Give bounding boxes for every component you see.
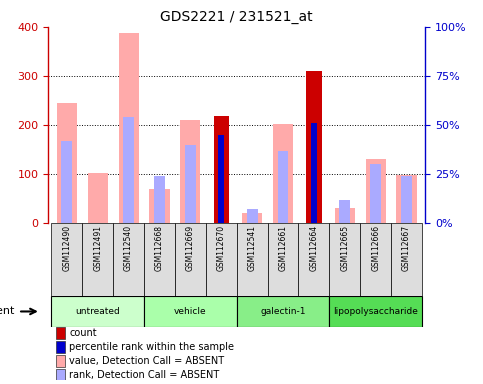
Bar [82, 223, 113, 296]
Bar [242, 214, 262, 223]
Text: galectin-1: galectin-1 [260, 307, 306, 316]
Text: GSM112540: GSM112540 [124, 225, 133, 271]
Text: percentile rank within the sample: percentile rank within the sample [69, 342, 234, 352]
Bar [113, 223, 144, 296]
Bar [56, 341, 65, 353]
Bar [311, 123, 317, 223]
Bar [391, 223, 422, 296]
Bar [144, 223, 175, 296]
Bar [118, 33, 139, 223]
Text: GSM112668: GSM112668 [155, 225, 164, 271]
Bar [298, 223, 329, 296]
Bar [218, 135, 224, 223]
Bar [366, 159, 385, 223]
Text: untreated: untreated [75, 307, 120, 316]
Text: rank, Detection Call = ABSENT: rank, Detection Call = ABSENT [69, 370, 219, 380]
Text: GSM112667: GSM112667 [402, 225, 411, 271]
Text: GSM112490: GSM112490 [62, 225, 71, 271]
Bar [180, 120, 200, 223]
Bar [175, 223, 206, 296]
Bar [123, 117, 134, 223]
Text: GSM112661: GSM112661 [279, 225, 287, 271]
Bar [329, 296, 422, 327]
Bar [306, 71, 322, 223]
Bar [401, 176, 412, 223]
Bar [237, 296, 329, 327]
Text: lipopolysaccharide: lipopolysaccharide [333, 307, 418, 316]
Text: agent: agent [0, 306, 14, 316]
Bar [247, 209, 257, 223]
Bar [56, 355, 65, 367]
Text: count: count [69, 328, 97, 338]
Bar [51, 223, 82, 296]
Bar [360, 223, 391, 296]
Bar [56, 328, 65, 339]
Bar [268, 223, 298, 296]
Bar [329, 223, 360, 296]
Bar [237, 223, 268, 296]
Text: GSM112666: GSM112666 [371, 225, 380, 271]
Bar [213, 116, 229, 223]
Bar [144, 296, 237, 327]
Bar [185, 145, 196, 223]
Bar [335, 209, 355, 223]
Bar [154, 176, 165, 223]
Text: GSM112491: GSM112491 [93, 225, 102, 271]
Bar [273, 124, 293, 223]
Text: GSM112664: GSM112664 [310, 225, 318, 271]
Bar [56, 369, 65, 381]
Text: GSM112665: GSM112665 [340, 225, 349, 271]
Text: value, Detection Call = ABSENT: value, Detection Call = ABSENT [69, 356, 224, 366]
Text: GSM112670: GSM112670 [217, 225, 226, 271]
Title: GDS2221 / 231521_at: GDS2221 / 231521_at [160, 10, 313, 25]
Bar [51, 296, 144, 327]
Bar [206, 223, 237, 296]
Bar [340, 200, 350, 223]
Bar [61, 141, 72, 223]
Bar [88, 173, 108, 223]
Bar [149, 189, 170, 223]
Bar [57, 103, 77, 223]
Text: GSM112541: GSM112541 [248, 225, 256, 271]
Text: GSM112669: GSM112669 [186, 225, 195, 271]
Bar [278, 151, 288, 223]
Bar [370, 164, 381, 223]
Bar [397, 175, 416, 223]
Text: vehicle: vehicle [174, 307, 207, 316]
